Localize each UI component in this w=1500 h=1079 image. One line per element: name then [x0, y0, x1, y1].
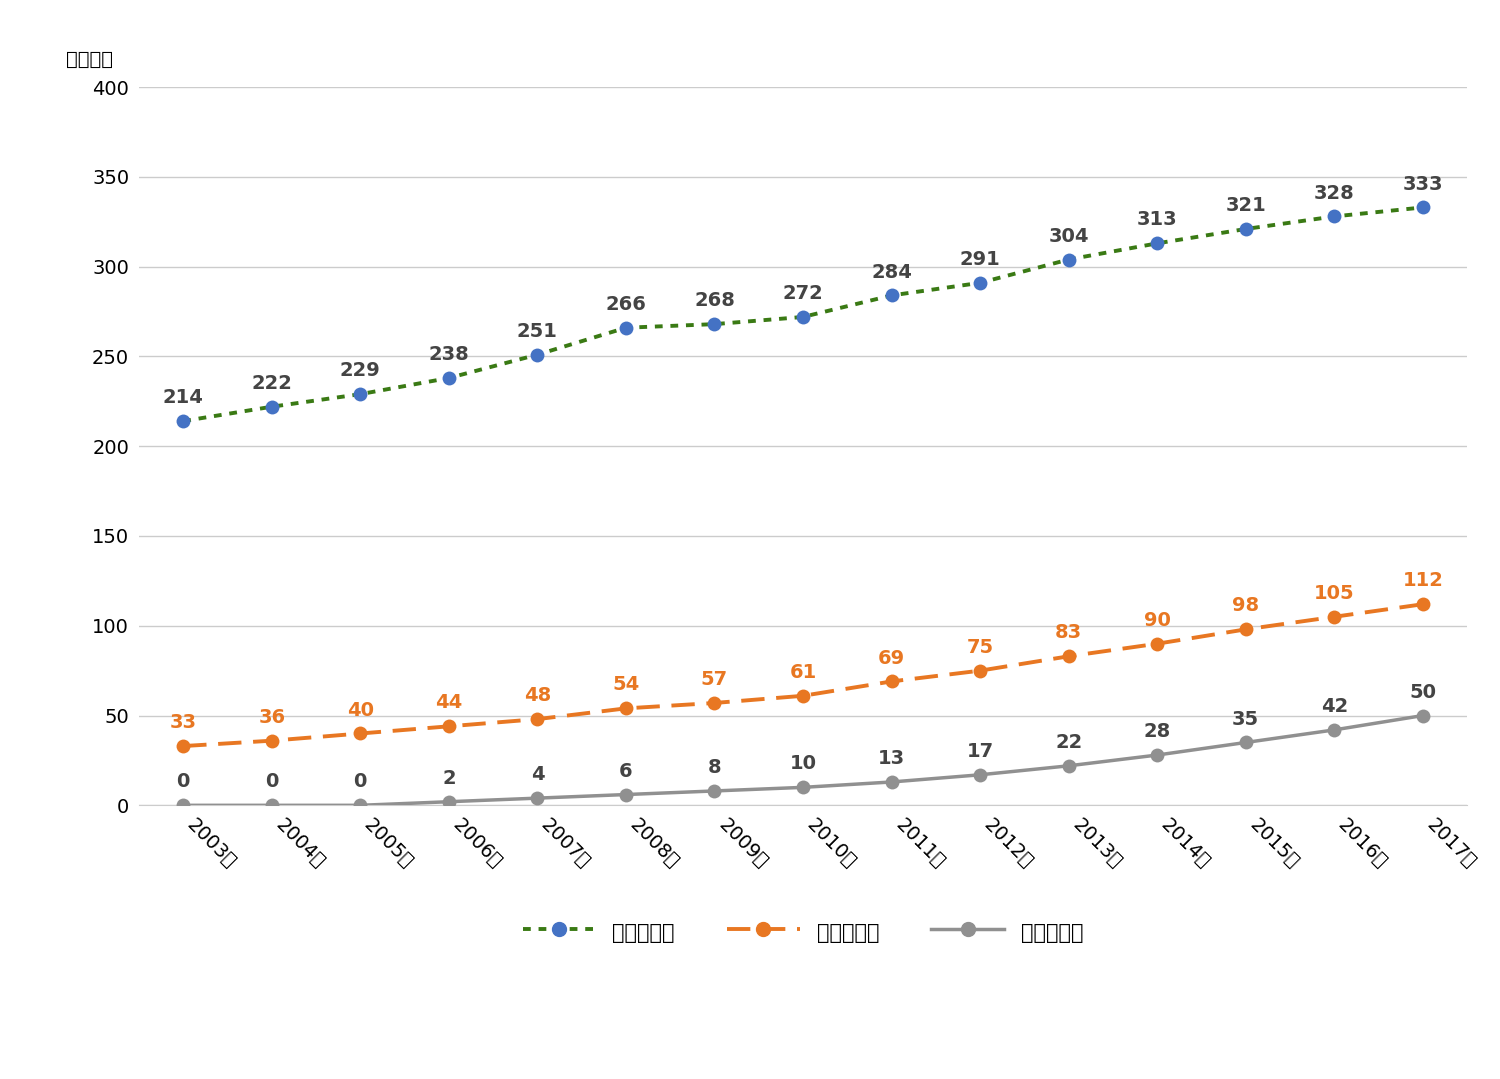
- Text: 42: 42: [1320, 697, 1348, 716]
- Text: 4: 4: [531, 765, 544, 784]
- Text: 268: 268: [694, 291, 735, 311]
- Text: 333: 333: [1402, 175, 1443, 193]
- Text: 304: 304: [1048, 227, 1089, 246]
- Text: 90: 90: [1144, 611, 1170, 630]
- Text: 112: 112: [1402, 572, 1443, 590]
- Text: 251: 251: [518, 322, 558, 341]
- Text: 0: 0: [177, 773, 190, 791]
- Text: 28: 28: [1143, 722, 1172, 741]
- Text: 321: 321: [1226, 196, 1266, 215]
- Text: 8: 8: [708, 759, 722, 777]
- Text: 69: 69: [878, 648, 904, 668]
- Text: 50: 50: [1410, 683, 1437, 701]
- Text: 284: 284: [871, 262, 912, 282]
- Text: 61: 61: [789, 663, 816, 682]
- Text: 98: 98: [1232, 597, 1260, 615]
- Text: 13: 13: [878, 749, 904, 768]
- Text: 238: 238: [429, 345, 470, 364]
- Text: 0: 0: [354, 773, 368, 791]
- Text: 44: 44: [435, 694, 462, 712]
- Text: 36: 36: [258, 708, 285, 727]
- Text: 57: 57: [700, 670, 727, 689]
- Text: 2: 2: [442, 769, 456, 788]
- Text: 6: 6: [620, 762, 633, 780]
- Text: 222: 222: [252, 373, 292, 393]
- Text: 54: 54: [612, 675, 639, 695]
- Text: 272: 272: [783, 284, 824, 303]
- Legend: 身体障害者, 知的障害者, 精神障害者: 身体障害者, 知的障害者, 精神障害者: [514, 911, 1092, 953]
- Text: 17: 17: [966, 742, 993, 761]
- Text: 229: 229: [340, 361, 381, 380]
- Text: 105: 105: [1314, 584, 1354, 603]
- Text: 48: 48: [524, 686, 550, 706]
- Text: 35: 35: [1232, 710, 1260, 728]
- Text: 214: 214: [164, 388, 204, 407]
- Text: 10: 10: [789, 754, 816, 774]
- Text: 83: 83: [1054, 624, 1082, 642]
- Text: 75: 75: [966, 638, 993, 657]
- Text: 40: 40: [346, 700, 374, 720]
- Text: 22: 22: [1054, 733, 1083, 752]
- Text: 328: 328: [1314, 183, 1354, 203]
- Text: 0: 0: [266, 773, 279, 791]
- Text: 313: 313: [1137, 210, 1178, 230]
- Text: 33: 33: [170, 713, 196, 733]
- Text: 291: 291: [960, 250, 1000, 269]
- Text: （千人）: （千人）: [66, 51, 112, 69]
- Text: 266: 266: [606, 295, 646, 314]
